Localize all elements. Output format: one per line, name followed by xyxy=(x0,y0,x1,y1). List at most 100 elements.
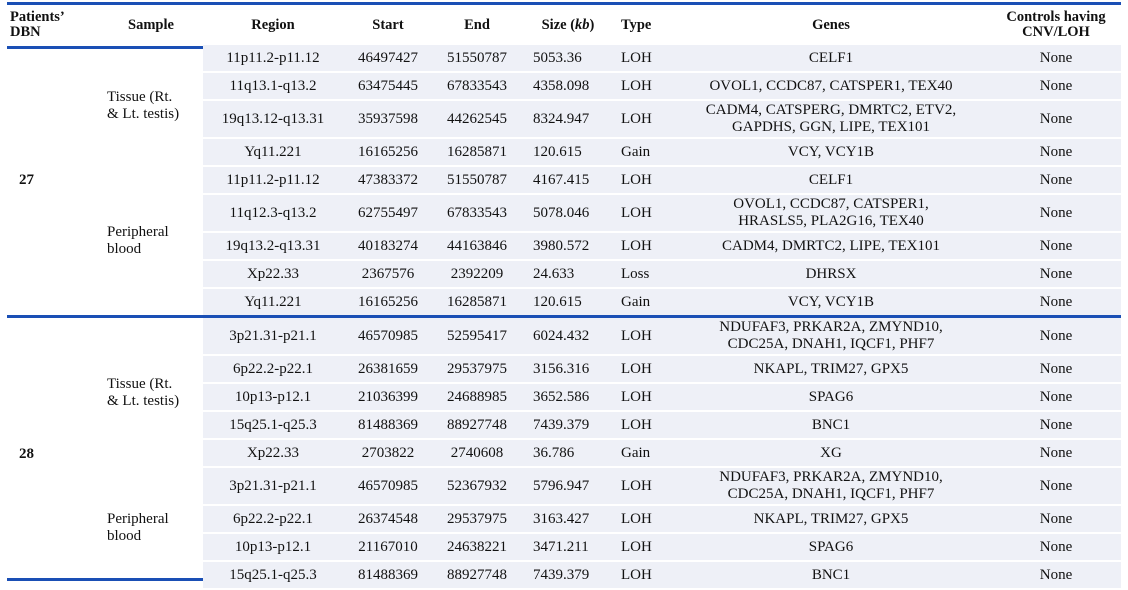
end-cell: 51550787 xyxy=(433,45,521,73)
controls-cell: None xyxy=(991,355,1121,384)
controls-cell: None xyxy=(991,383,1121,412)
table-body: 27 Tissue (Rt. & Lt. testis) 11p11.2-p11.12… xyxy=(7,45,1121,590)
genes-cell: SPAG6 xyxy=(671,383,991,412)
region-cell: 19q13.2-q13.31 xyxy=(203,232,343,261)
controls-cell: None xyxy=(991,439,1121,468)
region-cell: 10p13-p12.1 xyxy=(203,533,343,562)
type-cell: Loss xyxy=(615,260,671,289)
type-cell: LOH xyxy=(615,72,671,101)
type-cell: LOH xyxy=(615,194,671,233)
end-cell: 2740608 xyxy=(433,439,521,468)
table-row: Xp22.33 2367576 2392209 24.633 Loss DHRSX None xyxy=(7,260,1121,289)
end-cell: 16285871 xyxy=(433,138,521,167)
size-cell: 3471.211 xyxy=(521,533,615,562)
end-cell: 88927748 xyxy=(433,411,521,440)
type-cell: LOH xyxy=(615,505,671,534)
controls-cell: None xyxy=(991,467,1121,506)
size-cell: 3156.316 xyxy=(521,355,615,384)
table-row: 10p13-p12.1 21036399 24688985 3652.586 LOH SP… xyxy=(7,383,1121,412)
type-cell: LOH xyxy=(615,45,671,73)
start-cell: 16165256 xyxy=(343,138,433,167)
end-cell: 67833543 xyxy=(433,72,521,101)
region-cell: Xp22.33 xyxy=(203,260,343,289)
start-cell: 62755497 xyxy=(343,194,433,233)
region-cell: Yq11.221 xyxy=(203,138,343,167)
table-row: 27 Tissue (Rt. & Lt. testis) 11p11.2-p11.12… xyxy=(7,45,1121,188)
region-cell: 11p11.2-p11.12 xyxy=(203,45,343,73)
header-row: Patients’ DBN Sample Region Start End Si… xyxy=(7,5,1121,45)
type-cell: Gain xyxy=(615,288,671,318)
end-cell: 24638221 xyxy=(433,533,521,562)
size-cell: 8324.947 xyxy=(521,100,615,139)
region-cell: 3p21.31-p21.1 xyxy=(203,467,343,506)
genes-cell: CELF1 xyxy=(671,166,991,195)
size-cell: 120.615 xyxy=(521,288,615,318)
table-row: 15q25.1-q25.3 81488369 88927748 7439.379 LOH… xyxy=(7,561,1121,590)
region-cell: 11q13.1-q13.2 xyxy=(203,72,343,101)
region-cell: Yq11.221 xyxy=(203,288,343,318)
sample-label: Tissue (Rt. & Lt. testis) xyxy=(107,88,180,122)
type-cell: LOH xyxy=(615,411,671,440)
table-row: 6p22.2-p22.1 26381659 29537975 3156.316 LOH N… xyxy=(7,355,1121,384)
genes-cell: VCY, VCY1B xyxy=(671,288,991,318)
start-cell: 2703822 xyxy=(343,439,433,468)
controls-cell: None xyxy=(991,561,1121,590)
type-cell: LOH xyxy=(615,383,671,412)
size-cell: 24.633 xyxy=(521,260,615,289)
size-cell: 120.615 xyxy=(521,138,615,167)
patient-dbn: 28 xyxy=(7,315,99,589)
header-size: Size (kb) xyxy=(541,16,595,33)
start-cell: 63475445 xyxy=(343,72,433,101)
start-cell: 46570985 xyxy=(343,467,433,506)
end-cell: 29537975 xyxy=(433,505,521,534)
sample-label: Peripheral blood xyxy=(107,223,169,257)
start-cell: 40183274 xyxy=(343,232,433,261)
type-cell: LOH xyxy=(615,467,671,506)
table-row: 19q13.12-q13.31 35937598 44262545 8324.947 L… xyxy=(7,100,1121,139)
start-cell: 46570985 xyxy=(343,315,433,356)
region-cell: 15q25.1-q25.3 xyxy=(203,561,343,590)
start-cell: 81488369 xyxy=(343,561,433,590)
start-cell: 47383372 xyxy=(343,166,433,195)
table-row: 15q25.1-q25.3 81488369 88927748 7439.379 LOH… xyxy=(7,411,1121,440)
header-dbn: Patients’ DBN xyxy=(10,9,65,40)
start-cell: 16165256 xyxy=(343,288,433,318)
genes-cell: CADM4, CATSPERG, DMRTC2, ETV2, GAPDHS, GG… xyxy=(671,100,991,139)
type-cell: Gain xyxy=(615,439,671,468)
start-cell: 35937598 xyxy=(343,100,433,139)
size-cell: 5053.36 xyxy=(521,45,615,73)
controls-cell: None xyxy=(991,315,1121,356)
header-region: Region xyxy=(251,16,295,33)
header-genes: Genes xyxy=(812,16,850,33)
genes-cell: XG xyxy=(671,439,991,468)
end-cell: 2392209 xyxy=(433,260,521,289)
end-cell: 44163846 xyxy=(433,232,521,261)
region-cell: 6p22.2-p22.1 xyxy=(203,505,343,534)
size-cell: 3163.427 xyxy=(521,505,615,534)
end-cell: 67833543 xyxy=(433,194,521,233)
size-cell: 4358.098 xyxy=(521,72,615,101)
type-cell: LOH xyxy=(615,561,671,590)
top-rule xyxy=(7,2,1121,5)
type-cell: LOH xyxy=(615,533,671,562)
size-cell: 4167.415 xyxy=(521,166,615,195)
controls-cell: None xyxy=(991,45,1121,73)
type-cell: Gain xyxy=(615,138,671,167)
genes-cell: SPAG6 xyxy=(671,533,991,562)
sample-label: Peripheral blood xyxy=(107,511,169,544)
genes-cell: NKAPL, TRIM27, GPX5 xyxy=(671,355,991,384)
table-row: 10p13-p12.1 21167010 24638221 3471.211 LOH SP… xyxy=(7,533,1121,562)
size-cell: 7439.379 xyxy=(521,411,615,440)
size-cell: 3980.572 xyxy=(521,232,615,261)
table-row: 19q13.2-q13.31 40183274 44163846 3980.572 LO… xyxy=(7,232,1121,261)
end-cell: 44262545 xyxy=(433,100,521,139)
start-cell: 26374548 xyxy=(343,505,433,534)
start-cell: 46497427 xyxy=(343,45,433,73)
type-cell: LOH xyxy=(615,166,671,195)
header-sample: Sample xyxy=(128,16,174,33)
controls-cell: None xyxy=(991,533,1121,562)
type-cell: LOH xyxy=(615,100,671,139)
region-cell: 19q13.12-q13.31 xyxy=(203,100,343,139)
table-row: Yq11.221 16165256 16285871 120.615 Gain VCY, … xyxy=(7,138,1121,167)
controls-cell: None xyxy=(991,166,1121,195)
